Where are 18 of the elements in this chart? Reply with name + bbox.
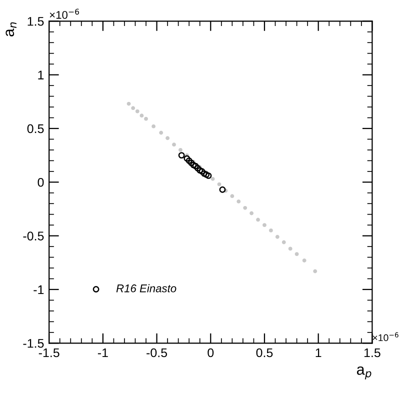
legend-label: R16 Einasto xyxy=(116,284,176,292)
x-tick-label: 0 xyxy=(208,348,214,358)
y-tick-label: -1.5 xyxy=(23,339,44,348)
y-tick-label: 0.5 xyxy=(27,124,44,134)
x-axis-title: a$_{p}$ xyxy=(356,366,372,380)
text: ×10$^{−6}$ xyxy=(372,332,398,342)
text: ×10$^{−6}$ xyxy=(50,8,80,19)
y-tick-label: -1 xyxy=(34,285,44,294)
y-tick-label: 1 xyxy=(38,70,44,80)
y-tick-label: 0 xyxy=(38,178,44,187)
x-tick-label: -0.5 xyxy=(146,348,168,358)
x-tick-label: 1 xyxy=(316,348,322,358)
x-tick-label: 1.5 xyxy=(364,348,380,358)
y-axis-title: a$_{n}$ xyxy=(6,22,16,36)
x-tick-label: 0.5 xyxy=(256,348,273,358)
y-tick-label: 1.5 xyxy=(28,17,44,26)
x-tick-label: -1 xyxy=(98,348,108,358)
y-tick-label: -0.5 xyxy=(23,232,44,240)
